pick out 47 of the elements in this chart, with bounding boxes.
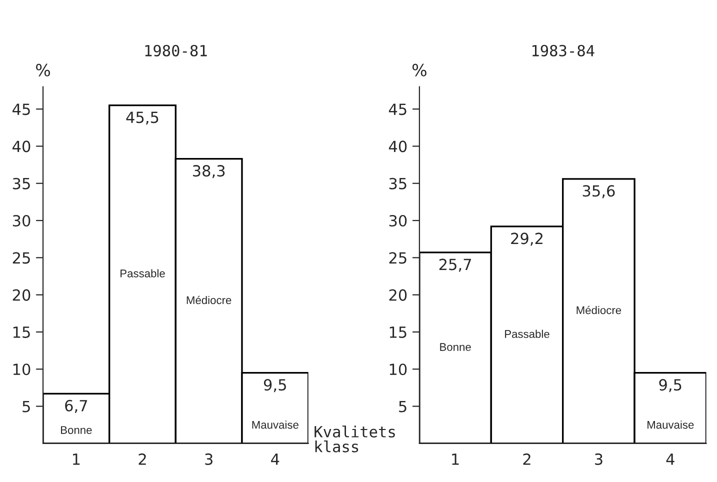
chart-title: 1983-84 <box>532 44 594 56</box>
data-label: 45,5 <box>126 112 158 125</box>
data-label: 9,5 <box>264 379 286 392</box>
annotation: Médiocre <box>576 306 622 314</box>
y-axis-title: % <box>412 64 426 76</box>
x-tick-label: 1 <box>452 454 459 465</box>
y-tick-label: 35 <box>12 178 30 190</box>
x-tick-label: 4 <box>271 454 280 465</box>
x-axis-title: Kvalitets klass <box>314 426 395 452</box>
x-tick-label: 4 <box>666 454 674 465</box>
y-tick-label: 15 <box>13 326 30 338</box>
data-label: 35,6 <box>582 185 615 198</box>
annotation: Mauvaise <box>648 420 694 429</box>
y-tick-label: 10 <box>13 364 30 376</box>
y-tick-label: 20 <box>12 289 30 301</box>
y-tick-label: 15 <box>390 326 406 338</box>
y-tick-label: 45 <box>12 104 30 116</box>
y-tick-label: 20 <box>389 289 407 301</box>
annotation: Bonne <box>440 343 471 351</box>
x-tick-label: 3 <box>205 453 212 465</box>
annotation: Médiocre <box>186 296 232 304</box>
annotation: Passable <box>505 330 550 338</box>
data-label: 6,7 <box>65 400 88 413</box>
y-tick-label: 5 <box>399 400 406 412</box>
y-tick-label: 40 <box>12 140 30 152</box>
y-tick-label: 35 <box>389 178 406 190</box>
x-tick-label: 1 <box>73 454 80 465</box>
y-tick-label: 5 <box>22 400 30 412</box>
x-tick-label: 2 <box>523 453 530 465</box>
y-axis-title: % <box>36 64 50 76</box>
data-label: 25,7 <box>439 258 471 272</box>
data-label: 9,5 <box>659 379 682 392</box>
y-tick-label: 30 <box>12 214 30 227</box>
chart-title: 1980-81 <box>145 44 207 56</box>
x-tick-label: 3 <box>595 453 602 465</box>
y-tick-label: 10 <box>390 364 407 376</box>
y-tick-label: 40 <box>388 140 407 152</box>
annotation: Mauvaise <box>252 420 298 429</box>
x-tick-label: 2 <box>138 453 146 465</box>
y-tick-label: 45 <box>388 104 406 116</box>
annotation: Passable <box>120 269 165 278</box>
y-tick-label: 25 <box>389 252 406 264</box>
data-label: 38,3 <box>192 165 225 178</box>
y-tick-label: 30 <box>389 214 407 227</box>
data-label: 29,2 <box>511 232 542 246</box>
annotation: Bonne <box>61 426 92 434</box>
y-tick-label: 25 <box>12 252 30 264</box>
